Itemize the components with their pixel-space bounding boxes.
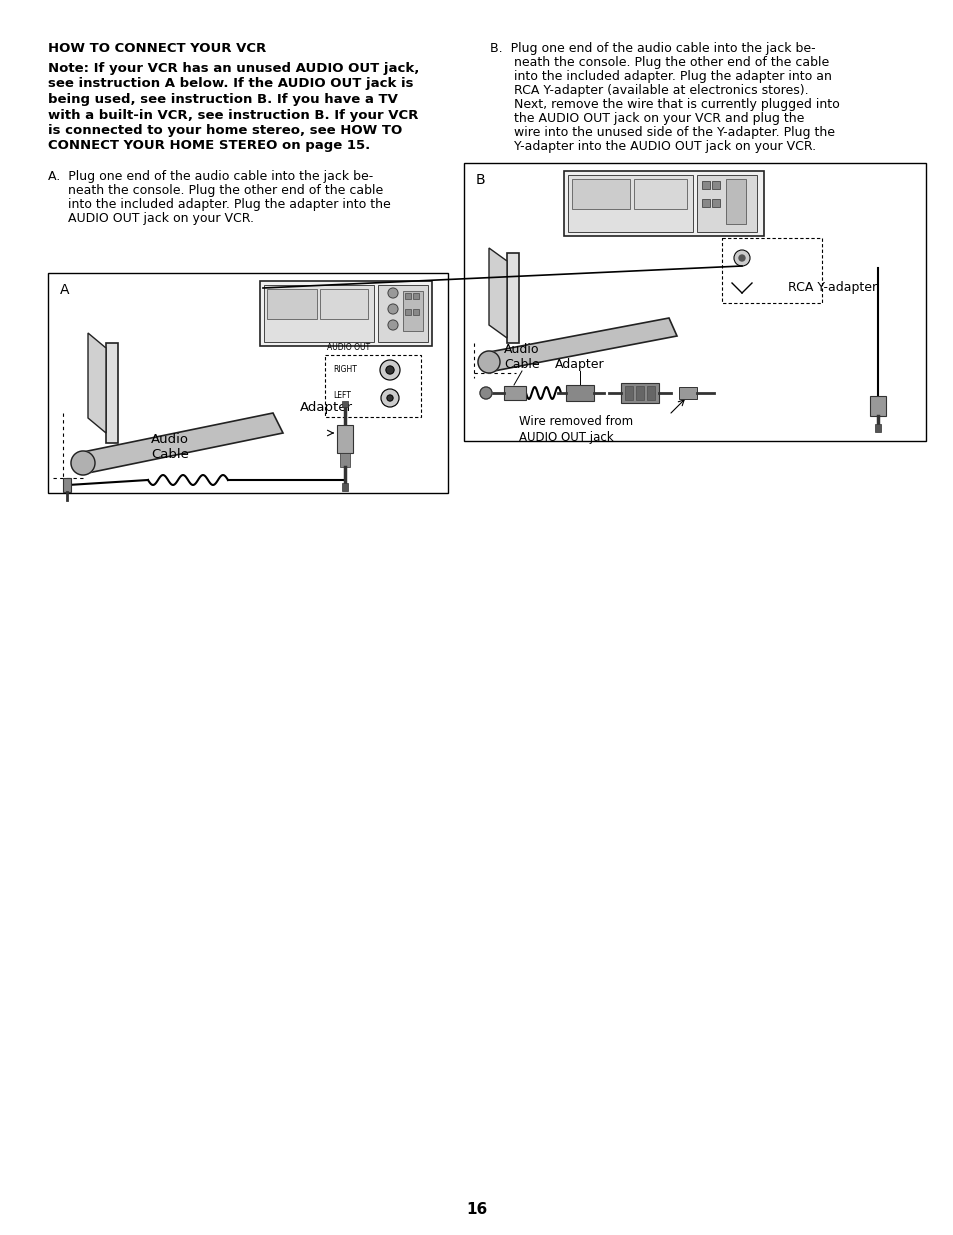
- Text: Note: If your VCR has an unused AUDIO OUT jack,: Note: If your VCR has an unused AUDIO OU…: [48, 62, 419, 75]
- Circle shape: [71, 451, 95, 475]
- Bar: [624, 387, 633, 400]
- Circle shape: [380, 389, 398, 408]
- Bar: [341, 401, 348, 408]
- Text: A.  Plug one end of the audio cable into the jack be-: A. Plug one end of the audio cable into …: [48, 170, 373, 183]
- Circle shape: [388, 304, 397, 314]
- Bar: [264, 285, 374, 342]
- Bar: [48, 273, 448, 493]
- Text: Audio
Cable: Audio Cable: [151, 433, 189, 461]
- Bar: [341, 483, 348, 492]
- Text: Y-adapter into the AUDIO OUT jack on your VCR.: Y-adapter into the AUDIO OUT jack on you…: [490, 140, 815, 153]
- Text: 16: 16: [466, 1203, 487, 1218]
- Text: with a built-in VCR, see instruction B. If your VCR: with a built-in VCR, see instruction B. …: [48, 109, 418, 121]
- Text: B.  Plug one end of the audio cable into the jack be-: B. Plug one end of the audio cable into …: [490, 42, 815, 56]
- Polygon shape: [506, 253, 518, 343]
- Text: neath the console. Plug the other end of the cable: neath the console. Plug the other end of…: [48, 184, 383, 198]
- Polygon shape: [78, 412, 283, 473]
- Bar: [267, 289, 316, 319]
- Bar: [402, 291, 422, 331]
- Bar: [620, 383, 659, 403]
- Polygon shape: [483, 317, 677, 370]
- Bar: [563, 170, 763, 236]
- Text: is connected to your home stereo, see HOW TO: is connected to your home stereo, see HO…: [48, 124, 402, 137]
- Circle shape: [386, 366, 394, 374]
- Bar: [377, 285, 428, 342]
- Text: AUDIO OUT jack on your VCR.: AUDIO OUT jack on your VCR.: [48, 212, 253, 225]
- Text: into the included adapter. Plug the adapter into an: into the included adapter. Plug the adap…: [490, 70, 831, 83]
- Bar: [646, 387, 655, 400]
- Circle shape: [388, 288, 397, 298]
- Bar: [405, 293, 411, 299]
- Bar: [405, 309, 411, 315]
- Text: AUDIO OUT: AUDIO OUT: [327, 343, 370, 352]
- Text: neath the console. Plug the other end of the cable: neath the console. Plug the other end of…: [490, 56, 828, 69]
- Polygon shape: [88, 333, 106, 433]
- Bar: [503, 387, 525, 400]
- Bar: [697, 175, 757, 232]
- Text: A: A: [60, 283, 70, 296]
- Circle shape: [477, 351, 499, 373]
- Bar: [565, 385, 594, 401]
- Bar: [319, 289, 368, 319]
- Bar: [721, 238, 821, 303]
- Text: into the included adapter. Plug the adapter into the: into the included adapter. Plug the adap…: [48, 198, 391, 211]
- Text: HOW TO CONNECT YOUR VCR: HOW TO CONNECT YOUR VCR: [48, 42, 266, 56]
- Polygon shape: [489, 248, 506, 338]
- Bar: [413, 293, 418, 299]
- Bar: [874, 424, 880, 432]
- Bar: [869, 396, 885, 416]
- Bar: [413, 309, 418, 315]
- Circle shape: [739, 254, 744, 261]
- Text: see instruction A below. If the AUDIO OUT jack is: see instruction A below. If the AUDIO OU…: [48, 78, 413, 90]
- Circle shape: [388, 320, 397, 330]
- Bar: [572, 179, 629, 209]
- Bar: [679, 387, 697, 399]
- Text: Wire removed from
AUDIO OUT jack: Wire removed from AUDIO OUT jack: [518, 415, 633, 445]
- Bar: [711, 182, 720, 189]
- Bar: [567, 175, 692, 232]
- Bar: [701, 182, 709, 189]
- Text: B: B: [476, 173, 485, 186]
- Text: wire into the unused side of the Y-adapter. Plug the: wire into the unused side of the Y-adapt…: [490, 126, 834, 140]
- Bar: [701, 199, 709, 207]
- Circle shape: [379, 359, 399, 380]
- Polygon shape: [106, 343, 118, 443]
- Bar: [463, 163, 925, 441]
- Text: Next, remove the wire that is currently plugged into: Next, remove the wire that is currently …: [490, 98, 839, 111]
- Bar: [634, 179, 686, 209]
- Circle shape: [387, 395, 393, 401]
- Bar: [711, 199, 720, 207]
- Text: Adapter: Adapter: [299, 400, 353, 414]
- Bar: [325, 354, 420, 417]
- Circle shape: [733, 249, 749, 266]
- Text: RIGHT: RIGHT: [333, 364, 356, 373]
- Bar: [725, 179, 745, 224]
- Bar: [260, 282, 432, 346]
- Text: RCA Y-adapter (available at electronics stores).: RCA Y-adapter (available at electronics …: [490, 84, 808, 98]
- Text: RCA Y-adapter: RCA Y-adapter: [787, 282, 876, 294]
- Text: being used, see instruction B. If you have a TV: being used, see instruction B. If you ha…: [48, 93, 397, 106]
- Circle shape: [479, 387, 492, 399]
- Bar: [63, 478, 71, 492]
- Text: CONNECT YOUR HOME STEREO on page 15.: CONNECT YOUR HOME STEREO on page 15.: [48, 140, 370, 152]
- Bar: [336, 425, 353, 453]
- Text: LEFT: LEFT: [333, 390, 351, 399]
- Text: Adapter: Adapter: [555, 358, 604, 370]
- Text: Audio
Cable: Audio Cable: [503, 343, 539, 370]
- Bar: [636, 387, 643, 400]
- Text: the AUDIO OUT jack on your VCR and plug the: the AUDIO OUT jack on your VCR and plug …: [490, 112, 803, 125]
- Bar: [339, 453, 350, 467]
